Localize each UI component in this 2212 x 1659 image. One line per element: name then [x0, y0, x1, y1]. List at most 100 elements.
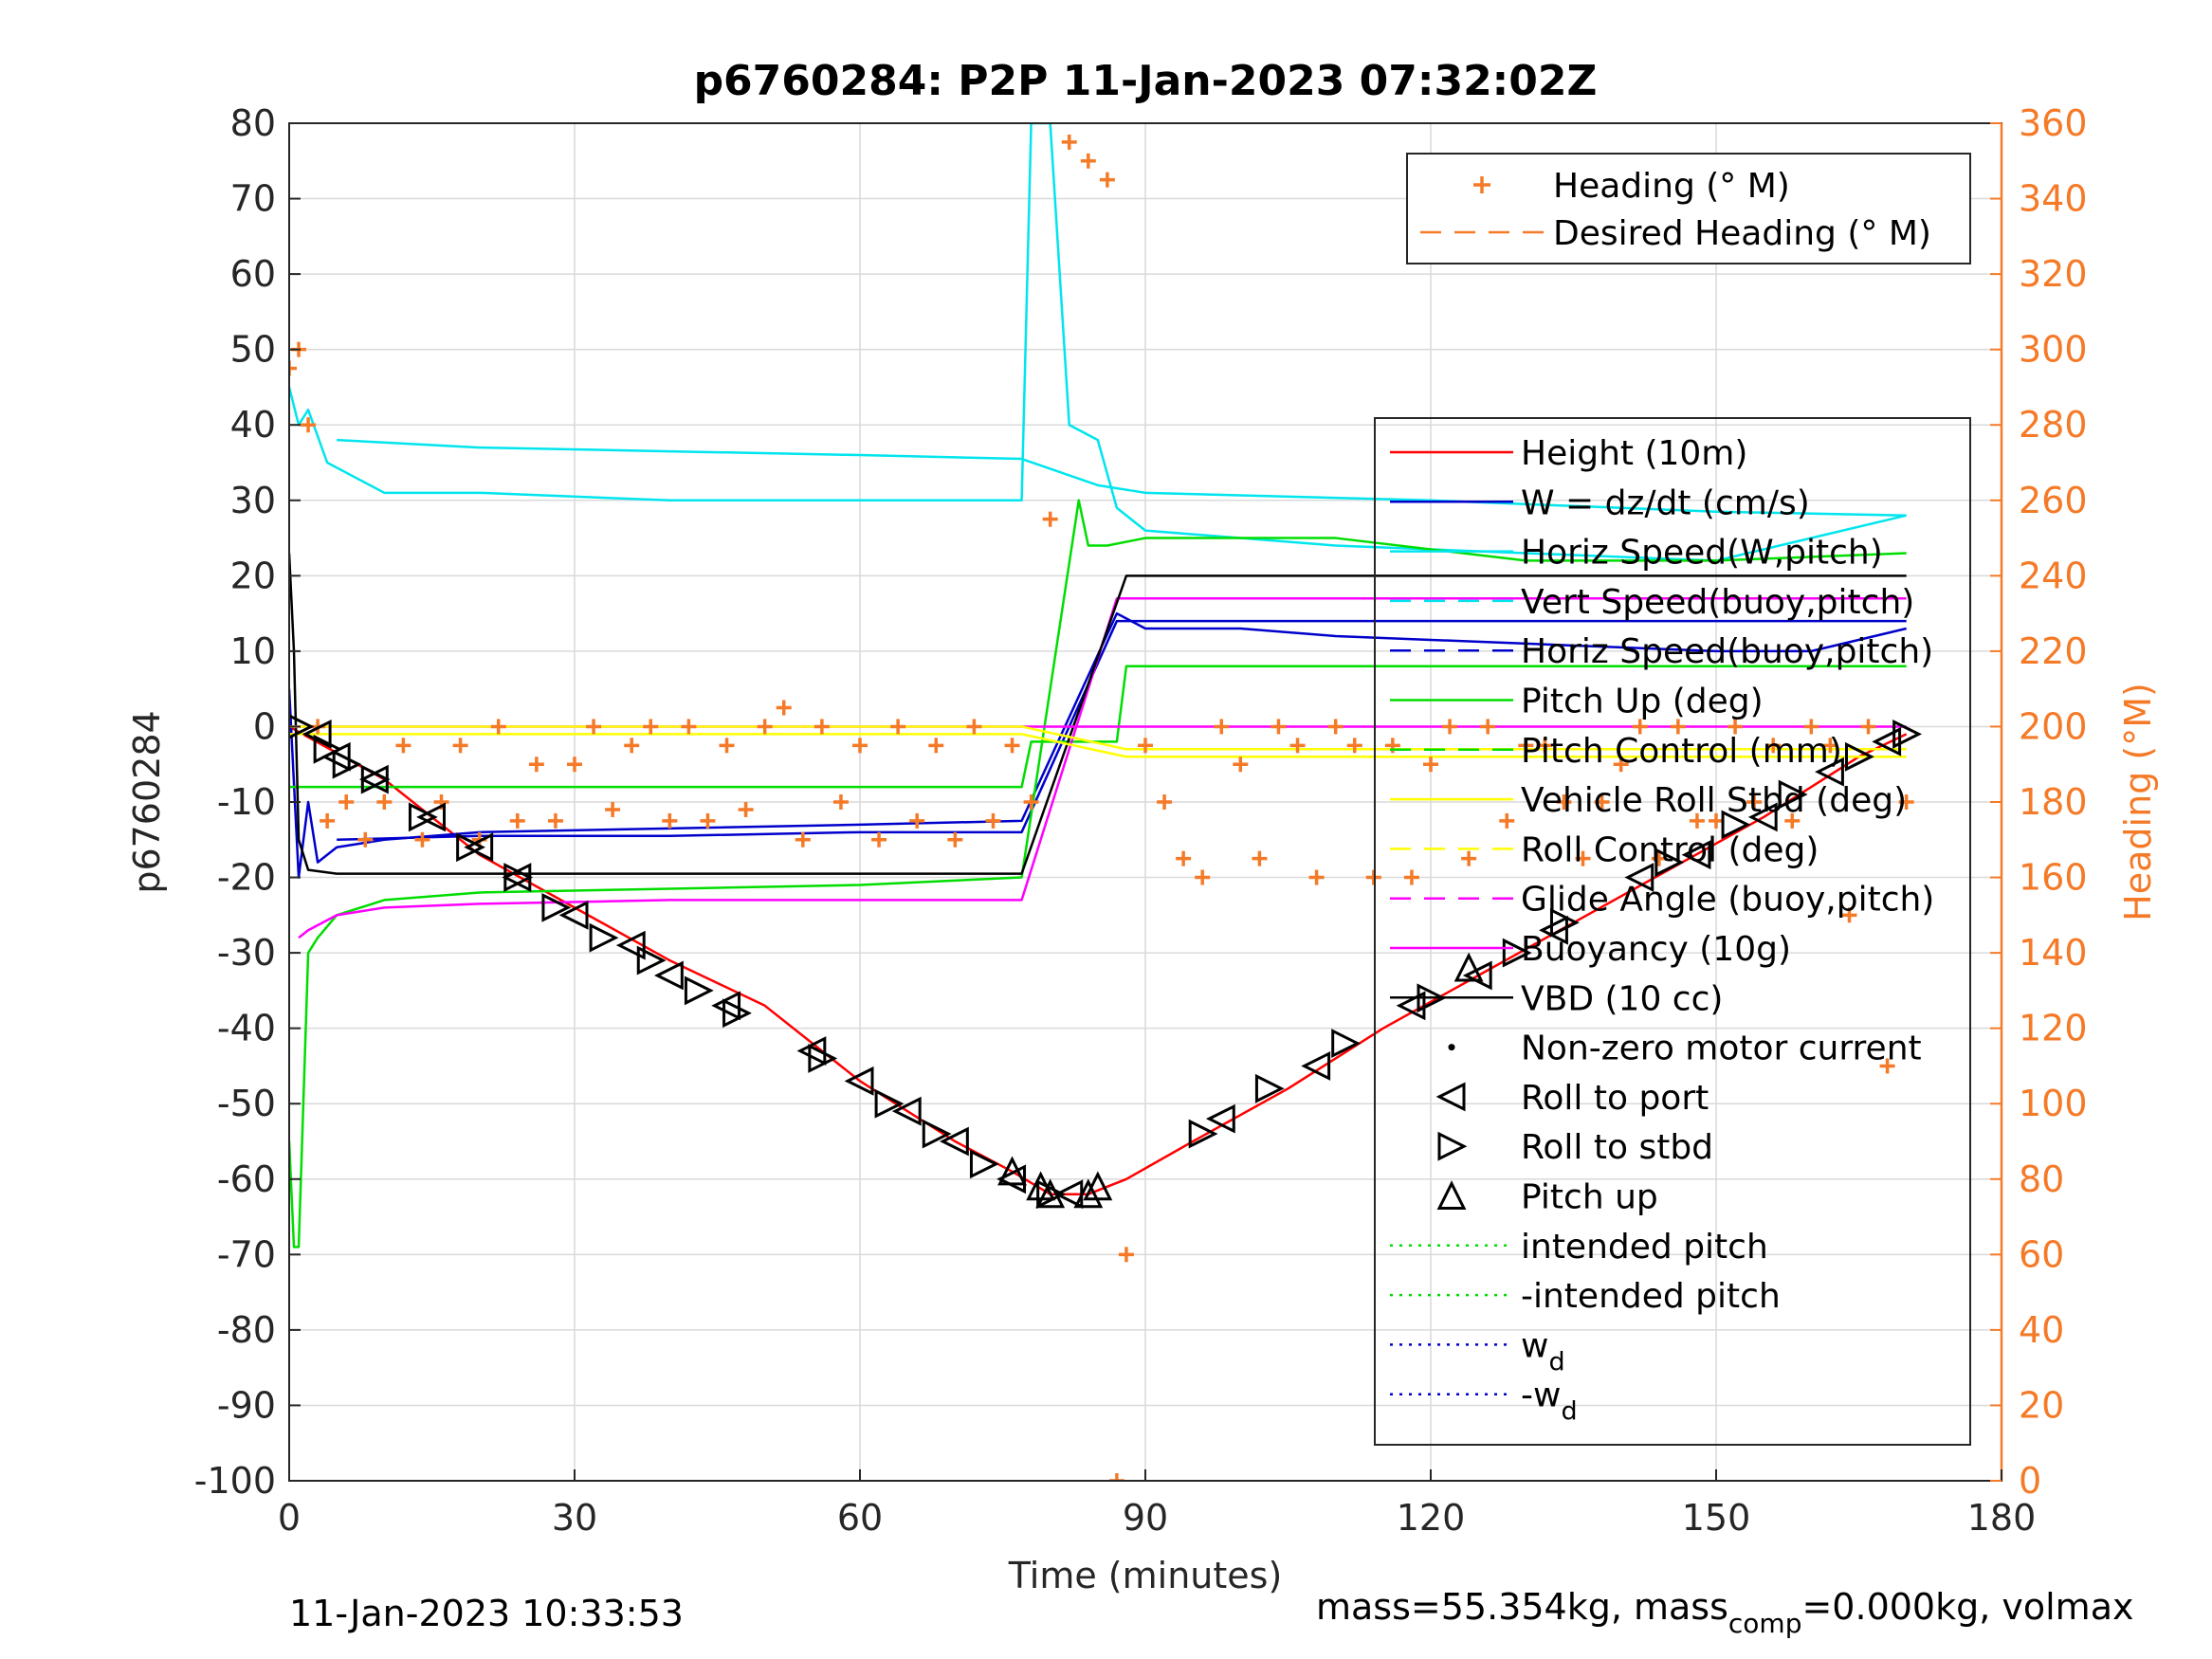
- heading-point: [1556, 794, 1572, 810]
- legend-heading-item-label: Heading (° M): [1553, 167, 1790, 206]
- x-tick-label: 60: [837, 1497, 883, 1539]
- y-tick-label: 10: [230, 630, 276, 672]
- heading-point: [1784, 812, 1801, 829]
- y-tick-label: 30: [230, 480, 276, 521]
- roll-stbd-marker: [408, 802, 438, 832]
- legend-main-item-label: Pitch up: [1521, 1178, 1658, 1217]
- heading-point: [490, 719, 506, 735]
- y2-tick-label: 120: [2019, 1008, 2088, 1049]
- pitch-up-marker: [1453, 952, 1484, 982]
- roll-port-marker: [796, 1036, 827, 1066]
- pitch-up-marker: [1073, 1178, 1104, 1209]
- x-axis: 0 30 60 90 120 150 180: [278, 1469, 2036, 1539]
- y2-tick-label: 220: [2019, 630, 2088, 672]
- series-vehicle-roll-stbd-deg: [289, 733, 1907, 758]
- y-tick-label: 70: [230, 178, 276, 220]
- y-tick-label: 0: [253, 705, 276, 747]
- y-tick-label: 80: [230, 102, 276, 144]
- roll-stbd-marker: [503, 863, 534, 892]
- y2-tick-label: 180: [2019, 781, 2088, 823]
- legend-main-item-label: Pitch Control (mm): [1521, 732, 1842, 771]
- heading-point: [1423, 757, 1438, 773]
- roll-stbd-marker: [1549, 907, 1580, 938]
- legend-main-item-label: Roll Control (deg): [1521, 830, 1819, 869]
- heading-point: [1271, 719, 1287, 735]
- heading-point: [320, 812, 336, 829]
- roll-port-marker: [939, 1126, 969, 1157]
- series-pitch-control-mm: [289, 665, 1907, 789]
- y-tick-label: 50: [230, 329, 276, 371]
- footer-mass-main: mass=55.354kg, mass: [1316, 1586, 1728, 1628]
- x-tick-label: 150: [1682, 1497, 1751, 1539]
- y2-tick-label: 60: [2019, 1233, 2064, 1275]
- heading-point: [947, 831, 963, 848]
- heading-point: [1108, 1473, 1124, 1481]
- heading-point: [395, 738, 411, 754]
- heading-point: [719, 738, 735, 754]
- y2-tick-label: 280: [2019, 404, 2088, 446]
- series-pitch-up-deg: [289, 499, 1907, 1249]
- heading-point: [662, 812, 678, 829]
- roll-port-marker: [1396, 991, 1426, 1021]
- heading-point: [1195, 869, 1211, 885]
- heading-point: [1252, 850, 1268, 866]
- heading-point: [289, 360, 297, 376]
- heading-point: [738, 801, 754, 817]
- roll-port-marker: [1872, 726, 1902, 757]
- heading-point: [1023, 794, 1039, 810]
- roll-port-marker: [653, 960, 684, 991]
- roll-port-marker: [416, 802, 446, 832]
- y2-tick-label: 160: [2019, 857, 2088, 899]
- x-tick-label: 90: [1123, 1497, 1168, 1539]
- roll-stbd-marker: [684, 975, 714, 1006]
- heading-point: [890, 719, 906, 735]
- y2-tick-label: 240: [2019, 555, 2088, 596]
- footer-mass: mass=55.354kg, masscomp=0.000kg, volmax: [1316, 1586, 2133, 1639]
- y-tick-label: -90: [217, 1384, 276, 1426]
- legend-main-item-label: Roll to stbd: [1521, 1128, 1713, 1167]
- legend-main-item-label: Vert Speed(buoy,pitch): [1521, 583, 1914, 622]
- y-axis-left: -100-90-80-70-60-50-40-30-20-10010203040…: [194, 102, 301, 1502]
- heading-point: [1157, 794, 1173, 810]
- y2-tick-label: 0: [2019, 1460, 2041, 1502]
- roll-port-marker: [302, 719, 332, 749]
- legend-main-item-label: W = dz/dt (cm/s): [1521, 483, 1810, 522]
- roll-stbd-marker: [541, 892, 572, 922]
- chart-title: p6760284: P2P 11-Jan-2023 07:32:02Z: [694, 57, 1598, 105]
- roll-port-marker: [844, 1066, 874, 1096]
- legend-main-item-label: -intended pitch: [1521, 1277, 1781, 1316]
- heading-point: [795, 831, 811, 848]
- y-tick-label: -40: [217, 1008, 276, 1049]
- heading-point: [547, 812, 563, 829]
- heading-point: [1480, 719, 1496, 735]
- roll-port-marker: [615, 930, 646, 960]
- legend-main-item-label: Roll to port: [1521, 1079, 1709, 1118]
- x-tick-label: 0: [278, 1497, 301, 1539]
- heading-point: [1346, 738, 1362, 754]
- legend-main-item-swatch: [1435, 1082, 1466, 1112]
- heading-point: [528, 757, 544, 773]
- y2-tick-label: 140: [2019, 932, 2088, 974]
- heading-point: [1651, 850, 1667, 866]
- y-axis-label: p6760284: [126, 710, 168, 893]
- y-tick-label: -10: [217, 781, 276, 823]
- series-buoyancy-10g: [298, 596, 1907, 939]
- y2-tick-label: 20: [2019, 1384, 2064, 1426]
- heading-point: [301, 417, 317, 433]
- legend-main-item-swatch: [1436, 1180, 1467, 1210]
- roll-stbd-marker: [1778, 779, 1808, 810]
- heading-point: [757, 719, 773, 735]
- legend-heading-item-label: Desired Heading (° M): [1553, 214, 1931, 253]
- heading-point: [1499, 812, 1515, 829]
- heading-point: [586, 719, 602, 735]
- roll-stbd-marker: [922, 1119, 952, 1149]
- legend-main-item-label: Pitch Up (deg): [1521, 683, 1764, 721]
- heading-point: [1537, 738, 1553, 754]
- pitch-up-marker: [1083, 1171, 1113, 1201]
- heading-point: [681, 719, 697, 735]
- heading-point: [776, 700, 792, 716]
- heading-point: [1803, 719, 1819, 735]
- roll-stbd-marker: [1331, 1029, 1362, 1059]
- series-horiz-speed-w-pitch: [289, 123, 1907, 562]
- heading-point: [1728, 719, 1744, 735]
